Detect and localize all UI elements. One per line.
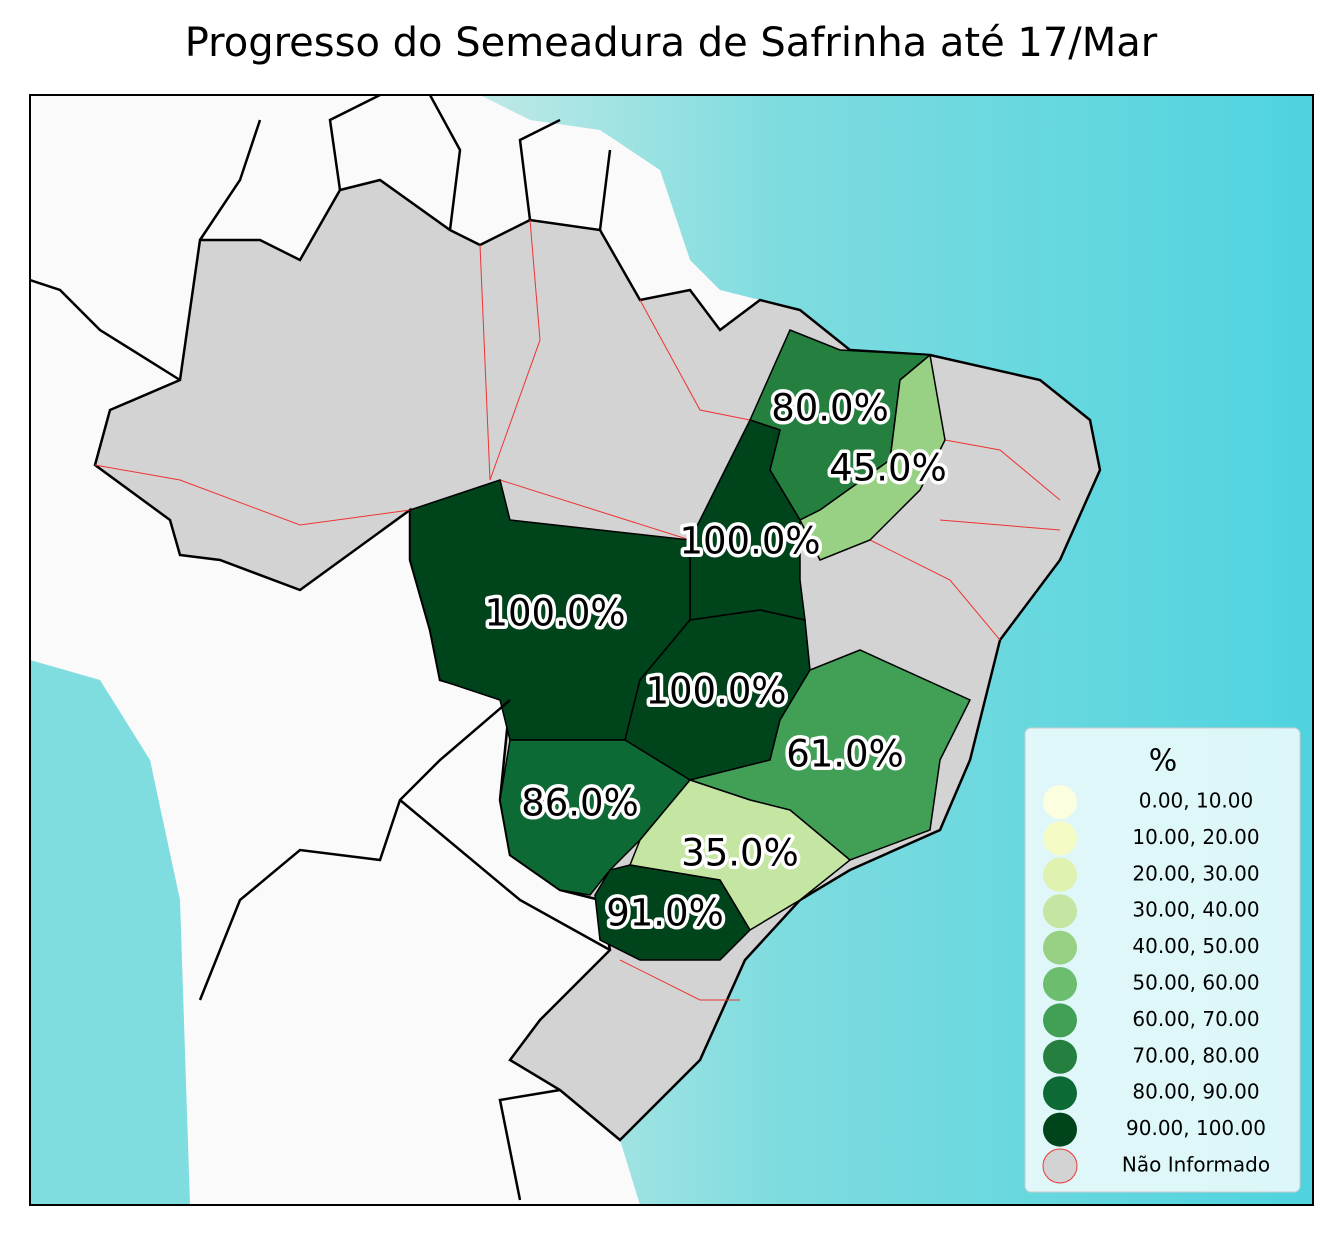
- legend-swatch: [1043, 821, 1077, 856]
- legend: % 0.00, 10.00 10.00, 20.00 20.00, 30.00 30.…: [1024, 727, 1301, 1193]
- legend-swatch: [1043, 1003, 1077, 1038]
- region-label: 45.0%: [829, 447, 947, 490]
- state-region: [798, 353, 946, 561]
- legend-swatch: [1043, 857, 1077, 892]
- region-label: 100.0%: [645, 670, 786, 713]
- legend-box: [1024, 727, 1301, 1193]
- states: [409, 329, 972, 961]
- region-label: 61.0%: [786, 733, 904, 776]
- legend-label: 20.00, 30.00: [1132, 861, 1259, 885]
- legend-swatch: [1043, 967, 1077, 1001]
- legend-label: 30.00, 40.00: [1132, 898, 1259, 922]
- legend-label: 10.00, 20.00: [1132, 825, 1259, 849]
- country-borders: [30, 95, 612, 1201]
- region-label: 100.0%: [679, 520, 820, 563]
- legend-label: 70.00, 80.00: [1132, 1043, 1259, 1067]
- legend-title: %: [1149, 744, 1178, 779]
- legend-swatch: [1043, 1076, 1077, 1111]
- pacific-ocean: [30, 660, 190, 1205]
- legend-swatch: [1042, 1148, 1078, 1184]
- legend-label: 50.00, 60.00: [1132, 971, 1259, 995]
- legend-label: 40.00, 50.00: [1132, 934, 1259, 958]
- legend-swatch: [1043, 930, 1077, 965]
- legend-label: Não Informado: [1122, 1153, 1270, 1177]
- region-labels: 80.0%45.0%100.0%100.0%100.0%61.0%86.0%35…: [481, 383, 950, 938]
- legend-label: 90.00, 100.00: [1126, 1116, 1266, 1140]
- map-area: 80.0%45.0%100.0%100.0%100.0%61.0%86.0%35…: [30, 95, 1313, 1205]
- region-label: 80.0%: [771, 387, 889, 430]
- legend-swatch: [1043, 1112, 1077, 1147]
- legend-label: 80.00, 90.00: [1132, 1080, 1259, 1104]
- region-label: 91.0%: [606, 892, 724, 935]
- legend-swatch: [1043, 1039, 1077, 1074]
- state-region: [499, 739, 692, 896]
- region-label: 35.0%: [681, 832, 799, 875]
- state-region: [594, 864, 751, 961]
- state-region: [628, 779, 852, 932]
- region-label: 100.0%: [484, 592, 625, 635]
- map-title: Progresso do Semeadura de Safrinha até 1…: [185, 20, 1158, 66]
- legend-swatch: [1043, 785, 1077, 819]
- map-frame: [29, 94, 1314, 1206]
- region-label: 86.0%: [521, 782, 639, 825]
- legend-swatch: [1043, 894, 1077, 929]
- legend-label: 60.00, 70.00: [1132, 1007, 1259, 1031]
- legend-label: 0.00, 10.00: [1139, 789, 1254, 813]
